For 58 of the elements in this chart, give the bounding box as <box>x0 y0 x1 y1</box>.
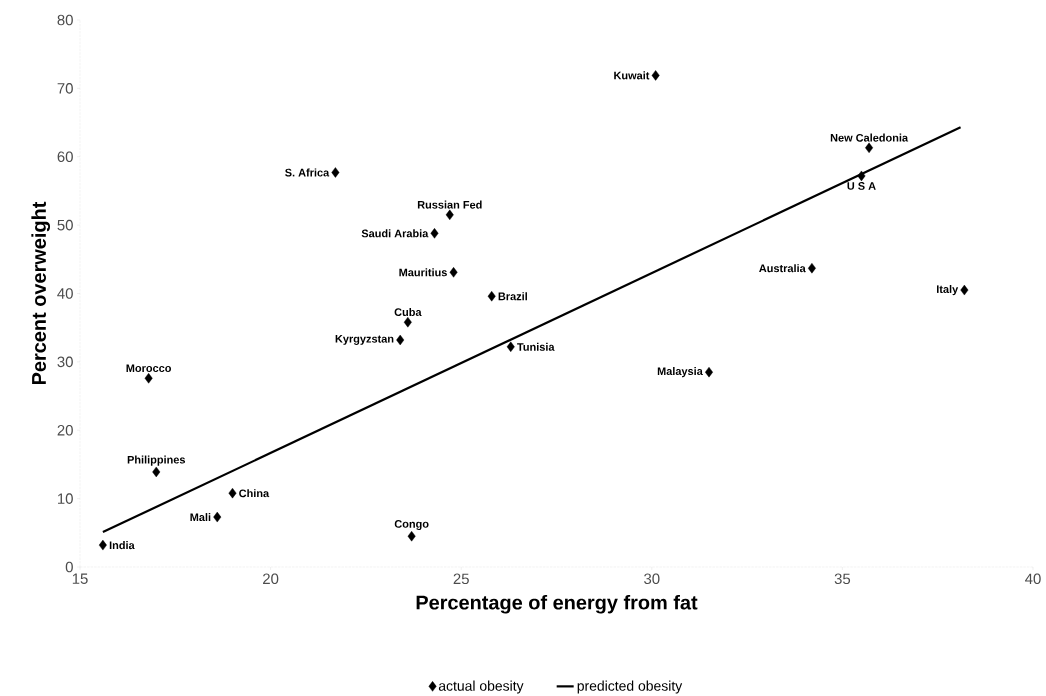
y-tick-label: 20 <box>57 424 73 436</box>
annotation: India <box>109 541 135 550</box>
x-tick-label: 15 <box>72 573 88 584</box>
point <box>487 290 496 302</box>
point <box>449 267 458 278</box>
annotation: Saudi Arabia <box>361 229 429 238</box>
y-axis-title: Percent overweight <box>31 201 51 384</box>
annotation: Kyrgyzstan <box>335 334 394 345</box>
point <box>144 373 153 384</box>
point <box>152 466 161 478</box>
y-tick-label: 60 <box>57 151 73 162</box>
y-tick-label: 50 <box>57 219 73 231</box>
point <box>430 228 439 239</box>
point <box>228 487 237 499</box>
annotation: Russian Fed <box>417 200 482 209</box>
annotation: Congo <box>394 519 429 530</box>
point <box>807 262 816 274</box>
annotation: Philippines <box>127 455 186 466</box>
annotation: Morocco <box>126 364 172 372</box>
y-tick-label: 70 <box>57 83 73 94</box>
point <box>331 167 340 178</box>
annotation: Tunisia <box>517 342 555 351</box>
annotation: China <box>239 489 270 498</box>
legend-label: predicted obesity <box>577 680 683 694</box>
y-tick-label: 30 <box>57 356 73 368</box>
annotation: Mali <box>190 512 211 522</box>
x-tick-label: 20 <box>263 573 279 585</box>
y-tick-label: 40 <box>57 288 73 299</box>
point <box>651 70 660 81</box>
point <box>213 511 222 523</box>
point <box>445 209 454 220</box>
annotation: Australia <box>759 264 806 273</box>
annotation: Mauritius <box>399 268 447 277</box>
x-tick-label: 25 <box>453 573 469 585</box>
annotation: Brazil <box>498 292 527 301</box>
annotation: S. Africa <box>285 168 330 177</box>
legend-label: actual obesity <box>438 680 524 694</box>
point <box>960 284 969 296</box>
point <box>403 316 412 328</box>
y-tick-label: 80 <box>57 14 73 26</box>
x-tick-label: 30 <box>644 573 660 585</box>
annotation: U S A <box>847 182 876 190</box>
annotation: Cuba <box>394 307 422 316</box>
point <box>857 170 866 182</box>
point <box>407 530 416 542</box>
annotation: New Caledonia <box>830 133 909 142</box>
x-axis-title: Percentage of energy from fat <box>416 594 698 614</box>
annotation: Malaysia <box>657 366 703 378</box>
annotation: Italy <box>936 284 959 296</box>
point <box>865 142 874 153</box>
point <box>98 539 107 551</box>
annotation: Kuwait <box>614 71 650 80</box>
point <box>506 341 515 352</box>
x-tick-label: 40 <box>1025 573 1041 585</box>
y-tick-label: 10 <box>58 493 73 504</box>
y-tick-label: 0 <box>65 561 73 573</box>
point <box>396 334 405 346</box>
x-tick-label: 35 <box>834 573 851 585</box>
